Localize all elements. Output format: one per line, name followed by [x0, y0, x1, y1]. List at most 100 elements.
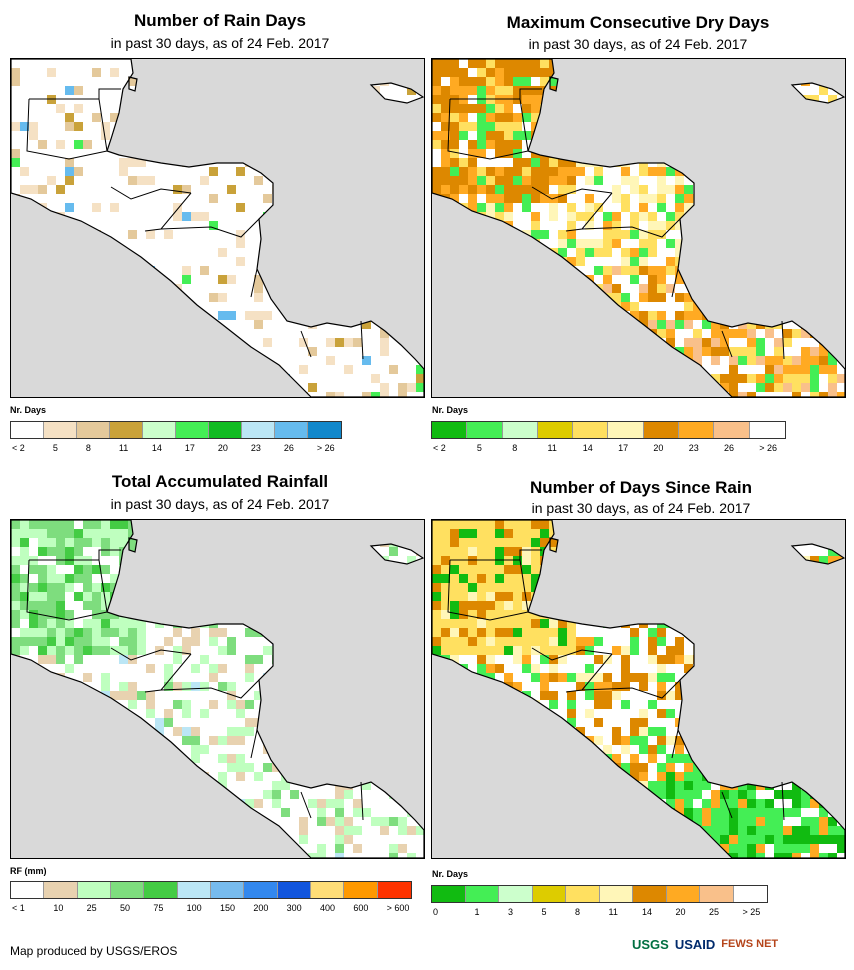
legend-swatch	[310, 882, 345, 898]
country-border	[781, 320, 785, 360]
legend-label: > 25	[742, 907, 761, 917]
country-border	[671, 729, 679, 759]
legend-swatch	[749, 422, 785, 438]
country-border	[671, 268, 679, 298]
legend-label: < 2	[433, 443, 446, 453]
country-border	[26, 559, 108, 621]
panel-title: Number of Rain Days	[134, 11, 306, 30]
legend-swatch	[432, 886, 466, 902]
legend-swatch	[11, 882, 45, 898]
legend-swatch	[176, 422, 209, 438]
country-border	[250, 729, 258, 759]
country-border	[519, 98, 529, 152]
map-credit: Map produced by USGS/EROS	[10, 944, 178, 958]
map-rain-days	[10, 58, 425, 398]
coastline	[432, 520, 845, 858]
agency-logos: USGS USAID FEWS NET	[632, 930, 778, 958]
legend-label: 20	[217, 443, 228, 453]
legend-swatch	[242, 422, 275, 438]
country-border	[447, 559, 529, 621]
legend-label: 11	[547, 443, 557, 453]
legend-label: 5	[52, 443, 58, 453]
country-border	[160, 679, 260, 699]
legend-label: > 600	[386, 903, 410, 913]
legend-swatch	[499, 886, 533, 902]
legend-bar-days-since-rain	[431, 885, 768, 903]
legend-swatch	[11, 422, 44, 438]
country-border	[581, 679, 681, 699]
legend-label: 400	[320, 903, 336, 913]
legend-swatch	[143, 422, 176, 438]
legend-swatch	[465, 886, 499, 902]
legend-title: Nr. Days	[432, 405, 469, 415]
legend-swatch	[177, 882, 211, 898]
legend-bar-rainfall	[10, 881, 412, 899]
legend-label: 14	[582, 443, 593, 453]
legend-swatch	[608, 422, 644, 438]
legend-label: 8	[85, 443, 91, 453]
legend-swatch	[344, 882, 378, 898]
legend-swatch	[643, 422, 680, 438]
legend-label: 14	[642, 907, 653, 917]
legend-swatch	[377, 882, 411, 898]
legend-swatch	[733, 886, 767, 902]
legend-label: 11	[118, 443, 129, 453]
legend-label: 23	[250, 443, 261, 453]
country-border	[360, 781, 364, 821]
coastline	[549, 76, 559, 92]
map-rainfall	[10, 519, 425, 859]
legend-swatch	[110, 882, 145, 898]
legend-swatch	[77, 882, 111, 898]
legend-label: 5	[541, 907, 547, 917]
country-border	[447, 98, 529, 160]
legend-bar-dry-days	[431, 421, 786, 439]
legend-label: 200	[253, 903, 269, 913]
panel-title: Maximum Consecutive Dry Days	[506, 13, 770, 32]
usaid-logo: USAID	[674, 936, 716, 952]
legend-label: 20	[675, 907, 686, 917]
coastline	[128, 76, 138, 92]
legend-label: 50	[120, 903, 131, 913]
legend-label: 26	[723, 443, 734, 453]
legend-label: > 26	[316, 443, 335, 453]
country-border	[721, 330, 733, 358]
country-border	[110, 186, 192, 200]
country-border	[300, 330, 312, 358]
legend-swatch	[209, 422, 242, 438]
legend-label: > 26	[759, 443, 778, 453]
legend-label: 25	[86, 903, 97, 913]
legend-swatch	[633, 886, 667, 902]
map-days-since-rain	[431, 519, 846, 859]
coastline	[369, 82, 424, 104]
legend-swatch	[77, 422, 110, 438]
legend-swatch	[679, 422, 715, 438]
legend-label: 23	[688, 443, 699, 453]
legend-swatch	[502, 422, 538, 438]
panel-subtitle: in past 30 days, as of 24 Feb. 2017	[528, 36, 748, 52]
country-border	[450, 549, 542, 561]
legend-swatch	[144, 882, 178, 898]
map-canvas	[11, 520, 424, 858]
legend-swatch	[277, 882, 311, 898]
legend-swatch	[537, 422, 574, 438]
legend-label: < 2	[12, 443, 25, 453]
legend-label: 0	[433, 907, 439, 917]
map-dry-days	[431, 58, 846, 398]
country-border	[531, 186, 613, 200]
country-border	[531, 647, 613, 661]
legend-swatch	[700, 886, 734, 902]
panel-subtitle: in past 30 days, as of 24 Feb. 2017	[531, 500, 751, 516]
country-border	[519, 559, 529, 613]
country-border	[110, 647, 192, 661]
legend-label: 14	[151, 443, 162, 453]
fews-net-logo: FEWS NET	[721, 938, 779, 950]
coastline	[369, 543, 424, 565]
coastline	[790, 543, 845, 565]
legend-label: 25	[709, 907, 720, 917]
legend-swatch	[110, 422, 143, 438]
legend-label: 300	[286, 903, 302, 913]
legend-label: 10	[53, 903, 64, 913]
legend-label: 75	[153, 903, 164, 913]
legend-swatch	[566, 886, 600, 902]
legend-swatch	[532, 886, 566, 902]
